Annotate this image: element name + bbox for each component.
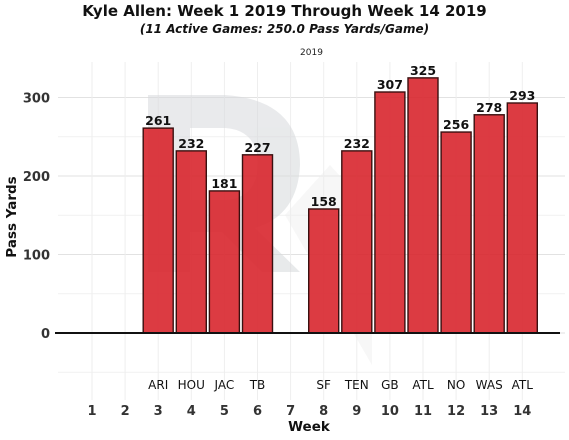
y-tick-label: 0: [41, 327, 50, 342]
x-axis-title: Week: [288, 419, 331, 435]
opponent-label: TB: [249, 378, 266, 392]
opponent-label: JAC: [214, 378, 235, 392]
opponent-label: GB: [381, 378, 399, 392]
opponent-label: ATL: [512, 378, 534, 392]
bar-value-label: 232: [178, 136, 204, 151]
bar-value-label: 227: [244, 140, 270, 155]
bar-value-label: 232: [344, 136, 370, 151]
chart-title: Kyle Allen: Week 1 2019 Through Week 14 …: [82, 2, 487, 20]
opponent-label: SF: [316, 378, 331, 392]
x-tick-label: 14: [513, 404, 531, 419]
bar-value-label: 325: [410, 63, 436, 78]
x-tick-label: 5: [220, 404, 229, 419]
bar-value-label: 261: [145, 113, 171, 128]
bar-week-11: [407, 77, 439, 334]
x-tick-label: 7: [286, 404, 295, 419]
x-tick-label: 10: [381, 404, 399, 419]
bar-week-3: [142, 127, 174, 334]
x-tick-label: 2: [121, 404, 130, 419]
y-axis-title: Pass Yards: [4, 176, 20, 257]
x-tick-label: 4: [187, 404, 196, 419]
bar-week-12: [440, 131, 472, 334]
bar-value-label: 278: [476, 100, 502, 115]
bar-week-5: [208, 190, 241, 334]
bar-week-8: [308, 208, 340, 334]
x-tick-label: 12: [447, 404, 465, 419]
bar-value-label: 256: [443, 117, 469, 132]
opponent-label: NO: [447, 378, 465, 392]
y-tick-label: 100: [23, 249, 50, 264]
x-tick-label: 8: [319, 404, 328, 419]
bar-value-label: 293: [509, 88, 535, 103]
x-tick-label: 13: [480, 404, 498, 419]
opponent-label: WAS: [476, 378, 503, 392]
bar-week-6: [241, 154, 274, 334]
opponent-label: HOU: [178, 378, 205, 392]
opponent-label: ARI: [148, 378, 168, 392]
bar-week-9: [341, 150, 373, 334]
bar-value-label: 181: [211, 176, 237, 191]
bar-value-label: 158: [311, 194, 337, 209]
x-tick-label: 6: [253, 404, 262, 419]
x-tick-label: 3: [154, 404, 163, 419]
x-tick-label: 1: [87, 404, 96, 419]
x-tick-label: 9: [352, 404, 361, 419]
y-tick-label: 300: [23, 92, 50, 107]
bar-week-14: [506, 102, 538, 334]
bar-week-4: [175, 150, 208, 334]
bar-value-label: 307: [377, 77, 403, 92]
opponent-label: TEN: [344, 378, 369, 392]
bars-layer: [142, 77, 538, 334]
bar-week-10: [374, 91, 406, 334]
opponent-label: ATL: [412, 378, 434, 392]
facet-label: 2019: [300, 48, 323, 58]
bar-week-13: [473, 114, 505, 334]
chart-subtitle: (11 Active Games: 250.0 Pass Yards/Game): [139, 22, 430, 36]
bar-labels-layer: 261 232 181 227 158 232 307 325 256 278 293: [145, 63, 535, 209]
x-tick-label: 11: [414, 404, 432, 419]
y-tick-label: 200: [23, 170, 50, 185]
